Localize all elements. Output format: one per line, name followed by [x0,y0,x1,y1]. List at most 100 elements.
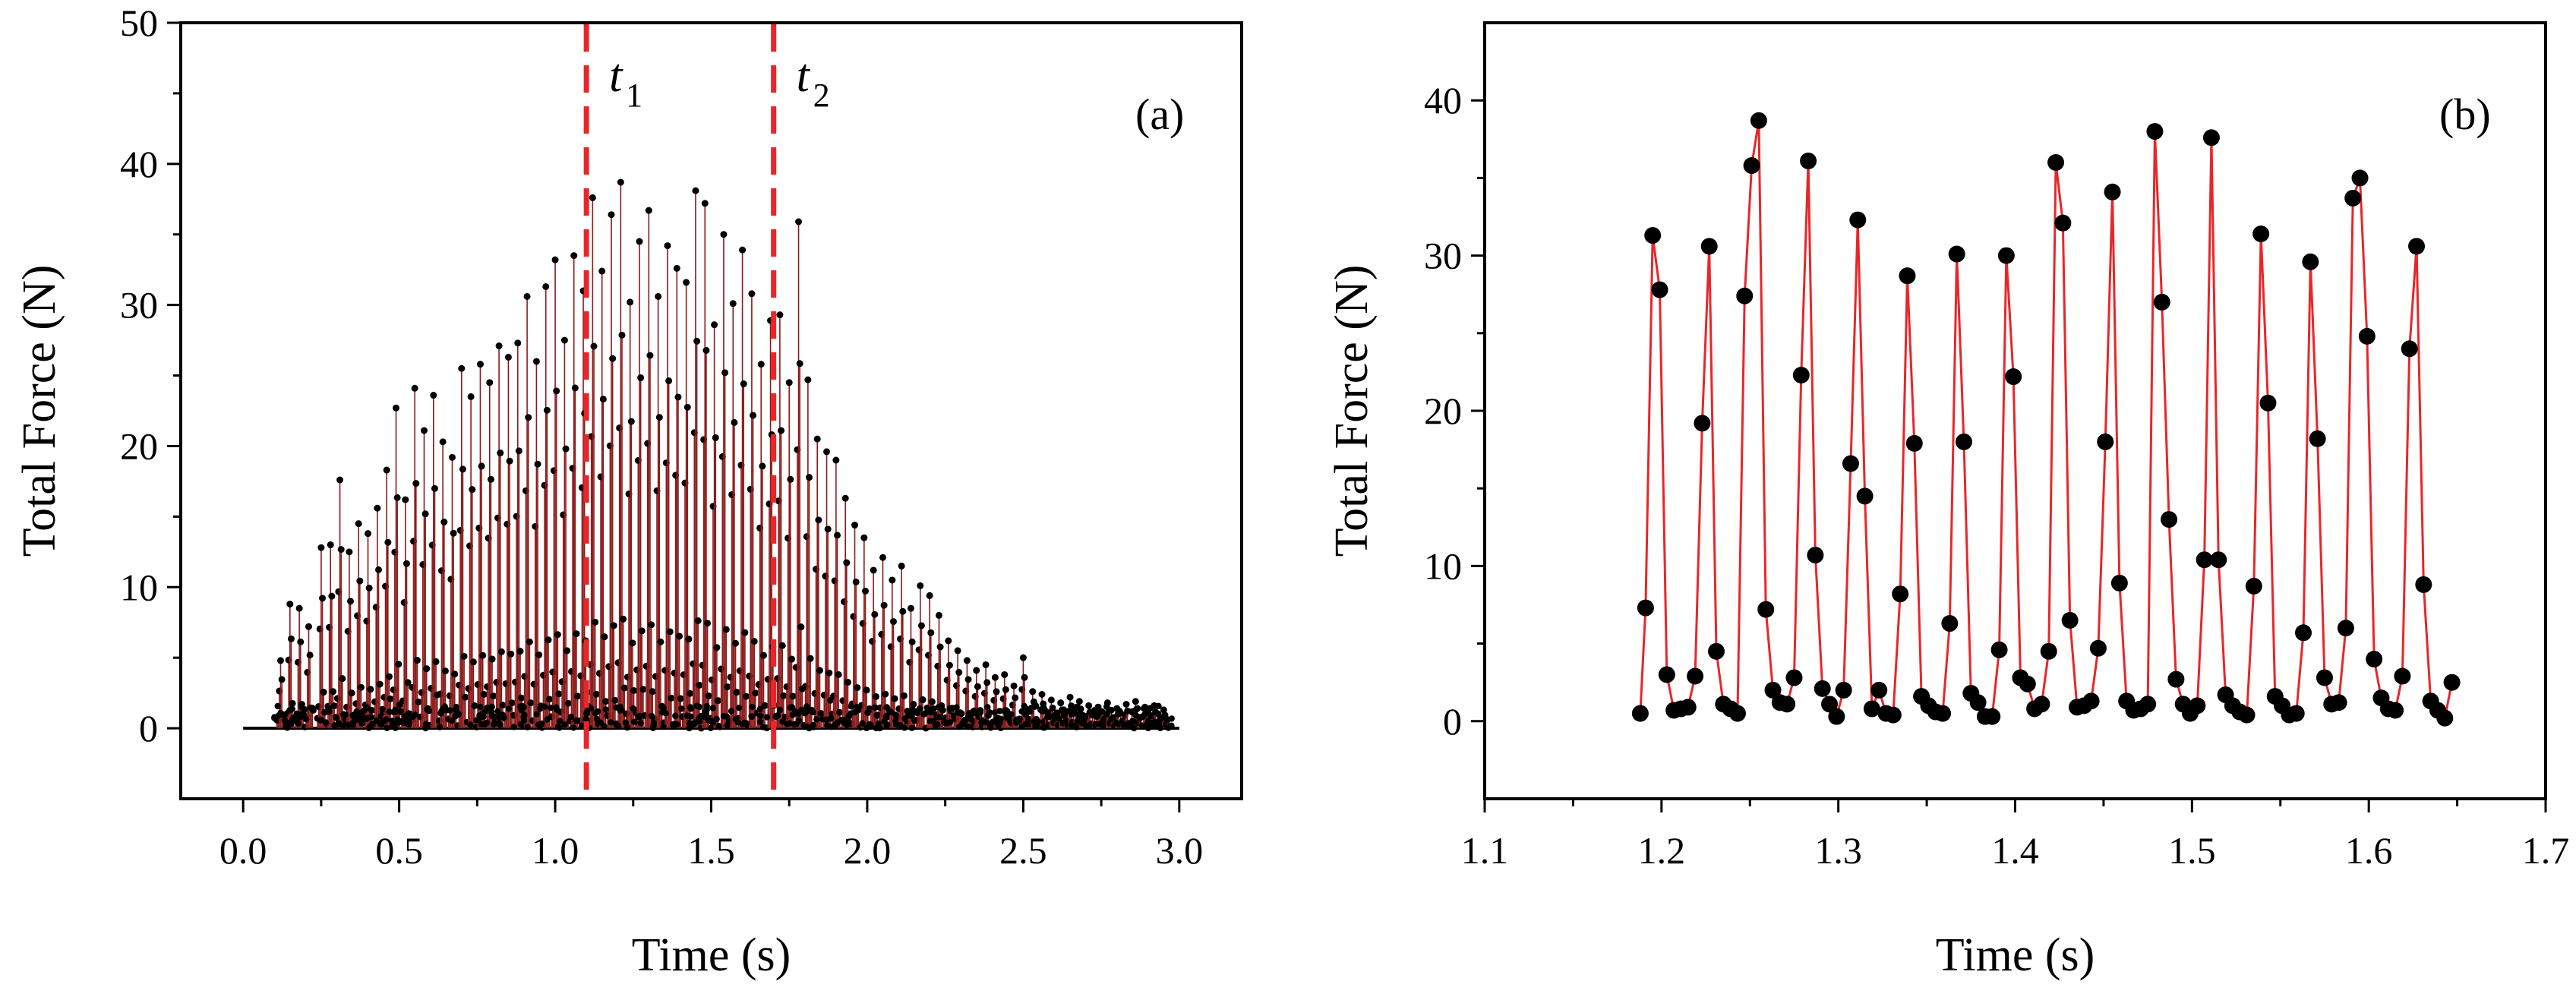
data-point [592,690,600,698]
data-point [533,711,540,718]
data-point [365,530,372,538]
data-point [298,704,305,711]
data-point [1100,722,1106,729]
data-point [532,358,540,365]
data-point [900,692,908,699]
data-point [923,704,930,711]
data-point [741,629,749,636]
data-point [711,321,718,329]
data-point [374,566,382,573]
data-point [2436,709,2454,727]
data-point [1075,698,1083,705]
data-point [448,718,456,724]
data-point [707,724,715,732]
data-point [1165,724,1172,731]
data-point [993,688,1000,696]
data-point [724,683,731,690]
data-point [392,706,399,714]
data-point [676,632,683,640]
data-point [305,623,312,630]
data-point [880,601,888,609]
data-point [932,722,939,730]
data-point [2387,702,2404,719]
data-point [517,721,525,727]
data-point [547,704,554,711]
data-point [1147,705,1154,711]
data-point [590,342,598,350]
data-point [589,194,596,201]
data-point [759,724,767,730]
data-point [867,723,874,730]
data-point [2110,574,2128,591]
data-point [917,582,924,589]
data-point [1934,705,1952,722]
data-point [376,680,384,688]
data-point [935,704,942,711]
data-point [2089,639,2107,657]
data-point [657,638,665,645]
panel-b: 1.1 1.2 1.3 1.4 1.5 1.6 1.7 0 10 20 30 40 (b) Time … [1326,21,2569,981]
data-point [1160,706,1167,714]
data-point [671,721,678,728]
data-point [534,460,541,468]
data-point [602,698,610,705]
data-point [1029,688,1037,696]
data-point [2415,576,2432,593]
data-point [683,279,690,286]
data-point [546,696,554,703]
data-point [909,706,916,713]
data-point [971,707,977,715]
data-point [2337,620,2354,637]
data-point [1051,711,1058,719]
data-point [636,238,643,245]
data-point [271,715,278,721]
data-point [440,705,447,712]
data-point [2302,253,2319,270]
data-point [692,187,699,194]
data-point [289,699,296,707]
data-point [639,686,647,693]
data-point [593,715,601,723]
y-tick-label: 10 [1424,544,1462,587]
data-point [430,392,437,399]
data-point [1129,718,1136,724]
data-point [945,637,952,645]
data-point [686,724,693,732]
data-point [1743,157,1760,175]
data-point [1708,642,1725,660]
data-point [2139,696,2157,713]
data-point [476,703,484,711]
data-point [486,379,494,386]
data-point [488,703,496,711]
data-point [882,690,889,698]
data-point [946,705,953,712]
data-point [599,396,607,403]
data-point [749,703,756,711]
data-point [750,638,758,645]
data-point [441,667,449,675]
data-point [525,414,532,421]
data-point [953,704,960,711]
data-point [574,692,582,700]
data-point [2047,153,2065,171]
data-point [1941,615,1959,632]
data-point [561,721,568,728]
data-point [505,705,513,712]
data-point [886,708,893,715]
data-point [813,716,820,723]
data-point [514,339,522,347]
data-point [798,706,805,714]
data-point [1955,433,1972,450]
data-point [302,716,310,723]
data-point [750,412,757,419]
data-point [479,651,487,659]
data-point [1835,681,1852,699]
data-point [2033,696,2050,713]
data-point [1870,681,1888,699]
data-point [715,697,722,705]
y-tick-label: 20 [120,424,158,467]
data-point [573,717,580,724]
data-point [310,707,317,714]
